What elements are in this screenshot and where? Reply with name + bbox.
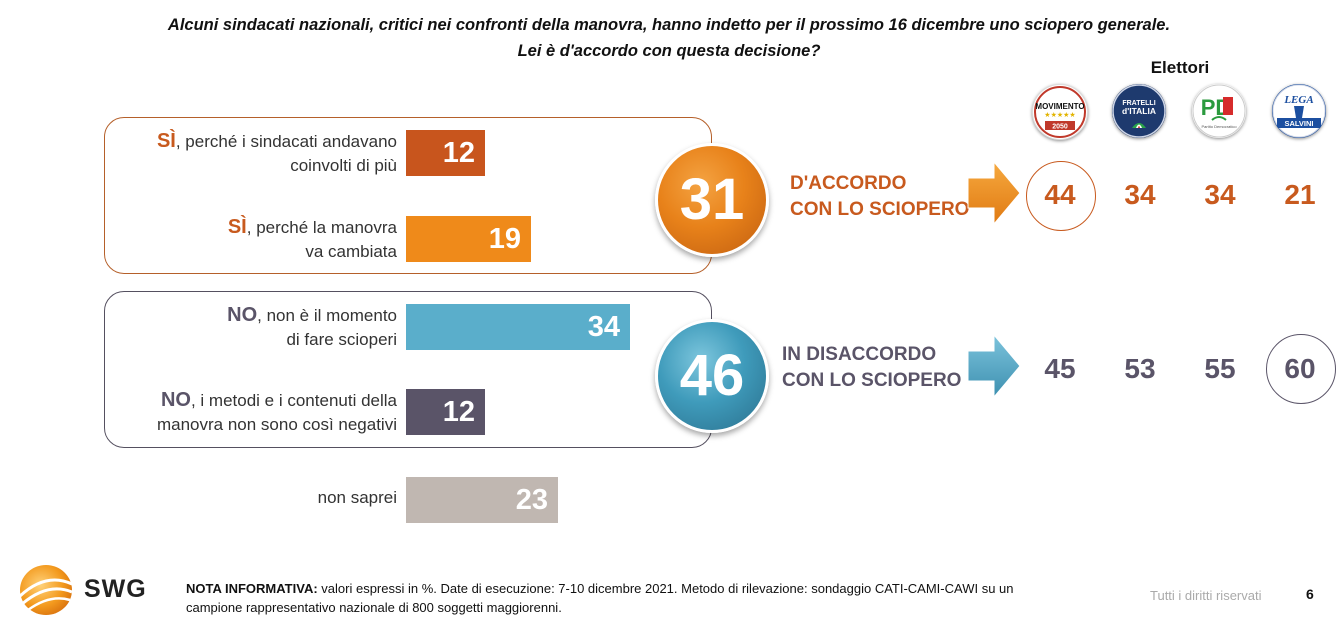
footer-note-text: valori espressi in %. Date di esecuzione… <box>186 581 1014 615</box>
bar-value-label: 12 <box>442 137 475 169</box>
bar-label: NO, non è il momento di fare scioperi <box>227 303 397 352</box>
bar: 12 <box>406 389 485 435</box>
svg-text:2050: 2050 <box>1052 124 1068 131</box>
bar-label: non saprei <box>318 486 397 510</box>
party-agree-value: 21 <box>1284 179 1316 210</box>
bar-value-label: 34 <box>587 311 620 343</box>
swg-brand: SWG <box>84 575 147 603</box>
bar-label-bold: NO <box>227 304 258 326</box>
bar-label-text: non saprei <box>317 488 397 507</box>
partito-democratico-logo: PD Partito Democratico <box>1192 84 1246 138</box>
page-number: 6 <box>1306 586 1314 602</box>
bar-label-line-1: non saprei <box>318 486 397 510</box>
party-disagree-value: 45 <box>1044 353 1076 384</box>
disagree-label: IN DISACCORDO CON LO SCIOPERO <box>782 342 961 394</box>
bar-label-text: , non è il momento <box>257 306 397 325</box>
svg-text:Partito Democratico: Partito Democratico <box>1201 124 1237 129</box>
lega-salvini-logo: LEGA SALVINI <box>1272 84 1326 138</box>
bar-label-line-1: SÌ, perché i sindacati andavano <box>157 129 397 154</box>
party-disagree-value: 53 <box>1124 353 1156 384</box>
disagree-highlight-ring <box>1266 334 1336 404</box>
agree-highlight-ring <box>1026 161 1096 231</box>
chart-title-line-2: Lei è d'accordo con questa decisione? <box>517 42 821 60</box>
disagree-arrow-icon <box>967 333 1021 399</box>
bar: 34 <box>406 304 630 350</box>
bar-label-line-1: SÌ, perché la manovra <box>228 215 397 240</box>
bar-label-bold: NO <box>160 389 191 411</box>
disagree-total-value: 46 <box>679 343 745 408</box>
bar-label-line-1: NO, i metodi e i contenuti della <box>157 388 397 413</box>
bar-label-line-1: NO, non è il momento <box>227 303 397 328</box>
bar-value-label: 12 <box>442 396 475 428</box>
agree-arrow-icon <box>967 160 1021 226</box>
party-agree-value: 34 <box>1124 179 1156 210</box>
chart-title-line-1: Alcuni sindacati nazionali, critici nei … <box>167 16 1171 34</box>
disagree-label-line-2: CON LO SCIOPERO <box>782 370 962 391</box>
bar-value-label: 19 <box>488 223 521 255</box>
svg-text:SALVINI: SALVINI <box>1284 119 1313 128</box>
electors-title: Elettori <box>1150 58 1210 77</box>
rights-text: Tutti i diritti riservati <box>1150 588 1262 603</box>
bar-value-label: 23 <box>515 484 548 516</box>
agree-total-value: 31 <box>679 167 745 232</box>
footer-note-label: NOTA INFORMATIVA: <box>186 581 318 596</box>
bar: 23 <box>406 477 558 523</box>
svg-text:★★★★★: ★★★★★ <box>1044 111 1075 119</box>
bar-label-bold: SÌ <box>156 130 176 152</box>
disagree-total-circle: 46 <box>655 319 769 433</box>
bar-label: SÌ, perché la manovra va cambiata <box>228 215 397 264</box>
svg-text:LEGA: LEGA <box>1283 94 1313 106</box>
disagree-label-line-1: IN DISACCORDO <box>782 344 937 365</box>
party-disagree-value: 55 <box>1204 353 1236 384</box>
bar: 12 <box>406 130 485 176</box>
fratelli-d-italia-logo: FRATELLI d'ITALIA <box>1112 84 1166 138</box>
svg-text:d'ITALIA: d'ITALIA <box>1122 106 1156 116</box>
party-agree-value: 34 <box>1204 179 1236 210</box>
bar: 19 <box>406 216 531 262</box>
bar-label-text: , perché i sindacati andavano <box>175 132 397 151</box>
bar-label: NO, i metodi e i contenuti della manovra … <box>157 388 397 437</box>
swg-logo-icon <box>18 565 73 615</box>
bar-label-text: , i metodi e i contenuti della <box>190 391 397 410</box>
agree-label-line-2: CON LO SCIOPERO <box>790 199 970 220</box>
bar-label-line-2: va cambiata <box>305 242 397 261</box>
bar-label-line-2: coinvolti di più <box>290 156 397 175</box>
agree-label-line-1: D'ACCORDO <box>790 173 907 194</box>
agree-label: D'ACCORDO CON LO SCIOPERO <box>790 171 969 223</box>
bar-label: SÌ, perché i sindacati andavano coinvolti… <box>157 129 397 178</box>
svg-text:MOVIMENTO: MOVIMENTO <box>1035 102 1084 111</box>
footer-note: NOTA INFORMATIVA: valori espressi in %. … <box>186 579 1056 617</box>
movimento-5-stelle-logo: MOVIMENTO ★★★★★ 2050 <box>1032 84 1088 140</box>
svg-text:FRATELLI: FRATELLI <box>1122 100 1155 107</box>
bar-label-line-2: di fare scioperi <box>286 330 397 349</box>
bar-label-bold: SÌ <box>227 216 247 238</box>
bar-label-text: , perché la manovra <box>246 218 397 237</box>
agree-total-circle: 31 <box>655 143 769 257</box>
bar-label-line-2: manovra non sono così negativi <box>156 415 397 434</box>
